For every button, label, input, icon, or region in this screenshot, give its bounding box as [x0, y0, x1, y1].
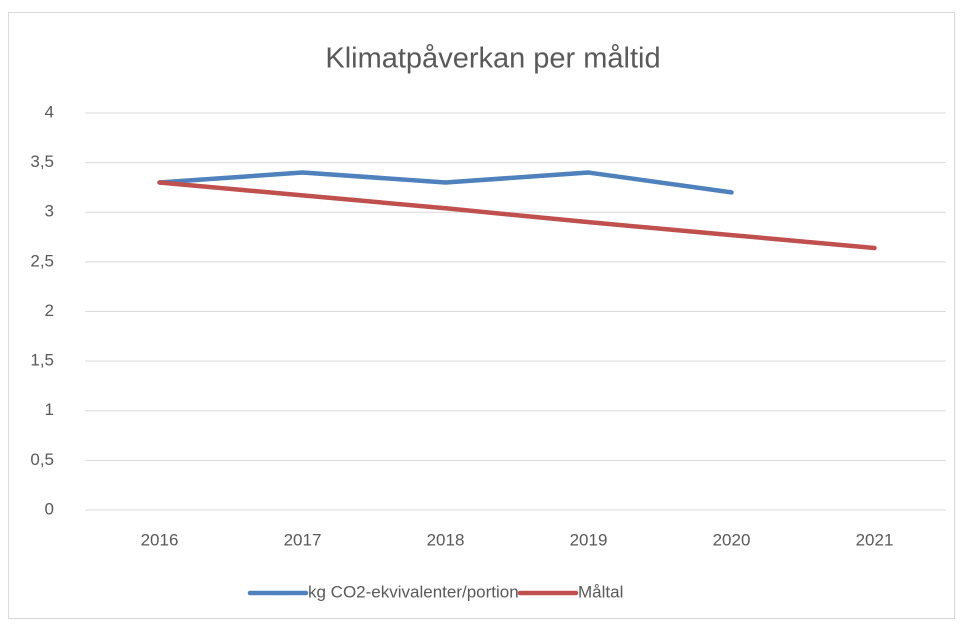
chart-border [8, 12, 955, 619]
y-tick-label: 3,5 [30, 152, 54, 171]
y-tick-label: 2 [45, 301, 54, 320]
y-tick-label: 0,5 [30, 450, 54, 469]
x-tick-label: 2020 [713, 530, 751, 549]
legend-label: kg CO2-ekvivalenter/portion [308, 582, 519, 601]
x-tick-label: 2019 [570, 530, 608, 549]
x-tick-label: 2017 [284, 530, 322, 549]
y-tick-label: 3 [45, 202, 54, 221]
x-tick-label: 2018 [427, 530, 465, 549]
legend-label: Måltal [578, 582, 623, 601]
x-tick-label: 2021 [856, 530, 894, 549]
chart-title: Klimatpåverkan per måltid [325, 43, 660, 75]
y-tick-label: 4 [45, 102, 54, 121]
series-line [157, 180, 877, 251]
x-tick-label: 2016 [141, 530, 179, 549]
y-tick-label: 1,5 [30, 351, 54, 370]
y-tick-label: 1 [45, 400, 54, 419]
series-line [157, 170, 734, 195]
y-tick-label: 2,5 [30, 251, 54, 270]
y-tick-label: 0 [45, 499, 54, 518]
